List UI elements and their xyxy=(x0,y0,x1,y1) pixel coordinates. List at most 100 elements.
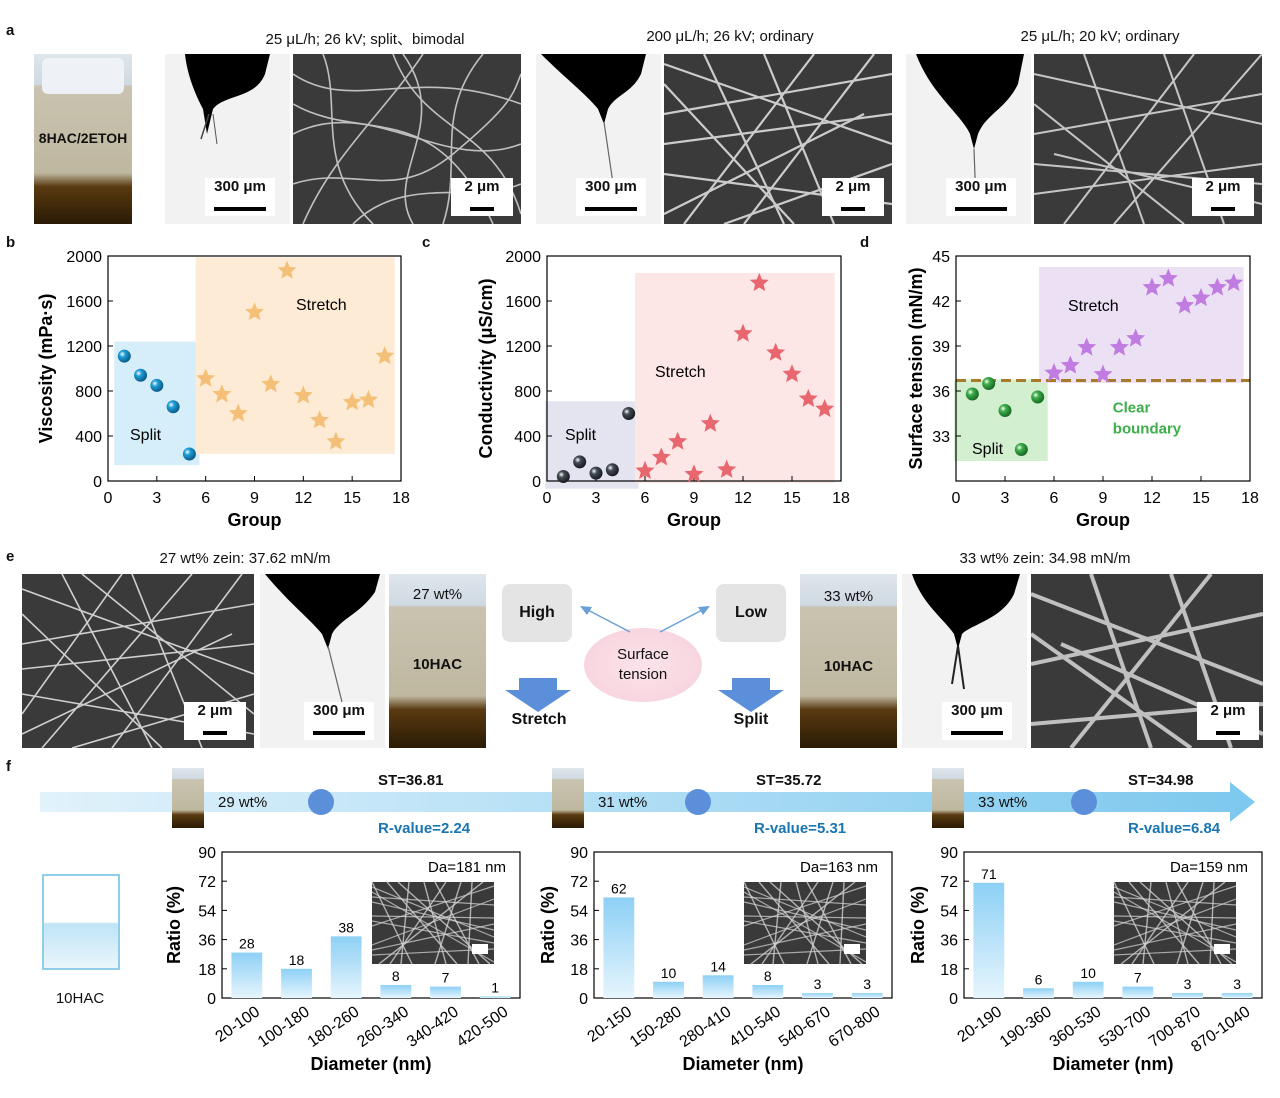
inset-fiber xyxy=(1165,881,1189,965)
bar xyxy=(231,952,263,998)
y-tick-label: 54 xyxy=(198,903,216,920)
high-box: High xyxy=(502,584,572,642)
stretch-region-label: Stretch xyxy=(655,364,706,381)
x-tick-label: 3 xyxy=(1001,490,1010,507)
vial-photo-e-left: 27 wt% 10HAC xyxy=(389,574,486,748)
bar xyxy=(851,993,883,998)
bar xyxy=(430,986,461,998)
inset-fiber xyxy=(743,885,867,927)
inset-fiber xyxy=(389,881,447,965)
bar xyxy=(1221,993,1253,998)
data-point-star xyxy=(277,260,297,279)
bar xyxy=(752,985,784,998)
bar-value-label: 71 xyxy=(981,866,997,882)
x-tick-label: 18 xyxy=(392,490,410,507)
vial-photo-e-right: 33 wt% 10HAC xyxy=(800,574,897,748)
inset-fiber xyxy=(371,886,495,938)
stretch-region xyxy=(635,273,835,484)
data-point-sphere xyxy=(1014,443,1028,456)
y-tick-label: 1200 xyxy=(66,339,102,356)
x-tick-label: 3 xyxy=(152,490,161,507)
data-point-star xyxy=(717,459,737,478)
stretch-region-label: Stretch xyxy=(1068,298,1119,315)
split-region-label: Split xyxy=(972,441,1004,458)
inset-fiber xyxy=(761,881,819,965)
beaker-icon xyxy=(42,874,120,970)
concentration-label-1: 29 wt% xyxy=(218,794,268,811)
scale-bar-sem-2: 2 μm xyxy=(822,178,884,216)
x-tick-label: 0 xyxy=(543,490,552,507)
vial-concentration-right: 33 wt% xyxy=(823,588,874,605)
inset-fiber xyxy=(743,920,867,944)
y-axis-label: Ratio (%) xyxy=(908,886,928,964)
y-tick-label: 2000 xyxy=(505,249,541,266)
data-point-star xyxy=(310,410,330,429)
split-label: Split xyxy=(733,711,769,728)
stretch-region xyxy=(195,257,395,454)
inset-fiber xyxy=(1113,915,1237,919)
split-region-label: Split xyxy=(130,427,162,444)
bar-chart-29wt: 018365472902820-10018100-18038180-260826… xyxy=(164,845,521,1074)
data-point-star xyxy=(733,323,753,342)
scale-bar-drop-1: 300 μm xyxy=(205,178,275,216)
y-tick-label: 800 xyxy=(514,384,541,401)
data-point-star xyxy=(212,384,232,403)
mini-vial-3 xyxy=(932,768,964,828)
data-point-star xyxy=(749,273,769,292)
category-label: 540-670 xyxy=(776,1003,834,1051)
bar-value-label: 6 xyxy=(1035,971,1043,987)
category-label: 150-280 xyxy=(627,1003,685,1051)
beaker-label: 10HAC xyxy=(55,990,105,1007)
split-region xyxy=(114,341,200,466)
r-value-1: R-value=2.24 xyxy=(378,820,471,837)
data-point-star xyxy=(1044,363,1064,382)
data-point-star xyxy=(1191,288,1211,307)
data-point-star xyxy=(668,431,688,450)
y-tick-label: 18 xyxy=(198,962,216,979)
data-point-sphere xyxy=(117,349,131,363)
x-tick-label: 3 xyxy=(592,490,601,507)
y-tick-label: 72 xyxy=(940,874,958,891)
y-tick-label: 90 xyxy=(570,845,588,862)
y-tick-label: 1200 xyxy=(505,339,541,356)
bar-value-label: 62 xyxy=(611,880,627,896)
y-tick-label: 39 xyxy=(932,339,950,356)
data-point-star xyxy=(635,460,655,479)
bar-value-label: 18 xyxy=(289,952,305,968)
mini-vial-2 xyxy=(552,768,584,828)
scale-bar-drop-2: 300 μm xyxy=(576,178,646,216)
data-point-star xyxy=(651,447,671,466)
bar xyxy=(479,996,511,998)
bar xyxy=(1072,981,1104,998)
stretch-label: Stretch xyxy=(511,711,567,728)
y-tick-label: 2000 xyxy=(66,249,102,266)
scale-bar-drop-e-left: 300 μm xyxy=(304,702,374,740)
data-point-star xyxy=(1093,364,1113,383)
average-diameter-label: Da=163 nm xyxy=(800,859,878,876)
inset-fiber xyxy=(743,898,867,946)
category-label: 420-500 xyxy=(454,1003,512,1051)
bar-value-label: 3 xyxy=(1184,976,1192,992)
inset-fiber xyxy=(371,885,495,927)
stretch-region-label: Stretch xyxy=(296,297,347,314)
low-box: Low xyxy=(716,584,786,642)
inset-fiber xyxy=(839,881,845,965)
plot-frame xyxy=(963,851,1263,999)
y-tick-label: 400 xyxy=(75,429,102,446)
taylor-cone-shape xyxy=(185,54,270,145)
data-point-star xyxy=(1060,355,1080,374)
inset-fiber xyxy=(795,881,819,965)
bar xyxy=(802,993,833,998)
data-point-sphere xyxy=(166,400,180,414)
data-point-sphere xyxy=(589,466,603,480)
y-tick-label: 18 xyxy=(570,962,588,979)
category-label: 180-260 xyxy=(305,1003,363,1051)
y-tick-label: 45 xyxy=(932,249,950,266)
x-tick-label: 12 xyxy=(294,490,312,507)
taylor-cone-shape xyxy=(912,574,1020,690)
y-tick-label: 54 xyxy=(570,903,588,920)
data-point-star xyxy=(1207,277,1227,296)
bar-value-label: 3 xyxy=(814,976,822,992)
sem-image-2: 2 μm xyxy=(664,54,892,224)
